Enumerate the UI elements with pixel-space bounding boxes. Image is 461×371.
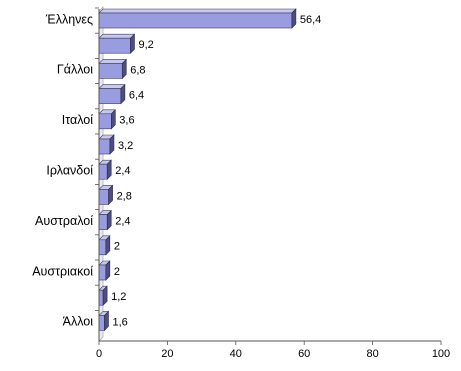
value-label: 3,6 [119, 115, 134, 127]
bar-side-face [105, 235, 111, 256]
bar-front-face [98, 239, 107, 256]
bar [98, 209, 112, 231]
value-label: 2,8 [117, 190, 132, 202]
value-label: 56,4 [300, 14, 321, 26]
category-label: Αυστραλοί [35, 214, 93, 228]
bar [98, 285, 108, 306]
x-tick-label: 40 [230, 348, 242, 360]
bar-side-face [104, 310, 109, 332]
value-label: 3,2 [118, 140, 133, 152]
bar [98, 109, 117, 130]
bar-front-face [98, 88, 122, 104]
category-label: Έλληνες [45, 12, 93, 26]
category-label: Άλλοι [63, 315, 94, 329]
bar-front-face [98, 63, 123, 79]
bar [98, 184, 114, 206]
bar [98, 310, 110, 332]
x-tick-label: 20 [161, 348, 173, 360]
x-tick-label: 60 [298, 348, 310, 360]
bar-top-face [98, 84, 126, 89]
bar-front-face [98, 189, 109, 205]
value-label: 6,8 [130, 64, 145, 76]
bar [98, 235, 111, 256]
value-label: 2 [114, 241, 120, 253]
bar [98, 159, 112, 180]
bar [98, 58, 127, 80]
bar-front-face [98, 138, 111, 155]
bar [98, 260, 111, 281]
x-tick-label: 100 [432, 348, 450, 360]
bar-front-face [98, 12, 293, 29]
value-label: 2 [114, 266, 120, 278]
bar-top-face [98, 8, 297, 14]
bar-side-face [106, 209, 112, 231]
value-label: 1,2 [111, 291, 126, 303]
bar-front-face [98, 214, 108, 230]
value-label: 1,6 [112, 316, 127, 328]
category-label: Γάλλοι [57, 63, 93, 77]
bar-top-face [98, 33, 136, 39]
x-tick-label: 80 [366, 348, 378, 360]
bar-side-face [111, 109, 116, 130]
category-label: Ιρλανδοί [46, 163, 93, 177]
bar [98, 33, 136, 54]
bar-side-face [120, 83, 126, 105]
bar-front-face [98, 113, 112, 130]
bar-front-face [98, 37, 131, 54]
bar [98, 8, 297, 29]
bar-front-face [98, 289, 104, 306]
x-tick-label: 0 [96, 348, 102, 360]
bar [98, 134, 115, 155]
bar-side-face [105, 260, 111, 281]
bar-side-face [291, 8, 297, 29]
value-label: 2,4 [115, 216, 130, 228]
bar-side-face [130, 33, 135, 54]
value-label: 6,4 [129, 90, 144, 102]
bar-front-face [98, 315, 105, 331]
category-label: Ιταλοί [62, 113, 93, 127]
bar-side-face [109, 134, 115, 155]
bar-front-face [98, 264, 107, 281]
category-label: Αυστριακοί [32, 264, 93, 278]
bar [98, 83, 126, 105]
value-label: 2,4 [115, 165, 130, 177]
value-label: 9,2 [138, 39, 153, 51]
bar-side-face [106, 159, 112, 180]
bar-top-face [98, 59, 127, 64]
bar-side-face [108, 184, 113, 206]
bar-front-face [98, 163, 108, 180]
bar-side-face [121, 58, 127, 80]
bar-side-face [102, 285, 108, 306]
